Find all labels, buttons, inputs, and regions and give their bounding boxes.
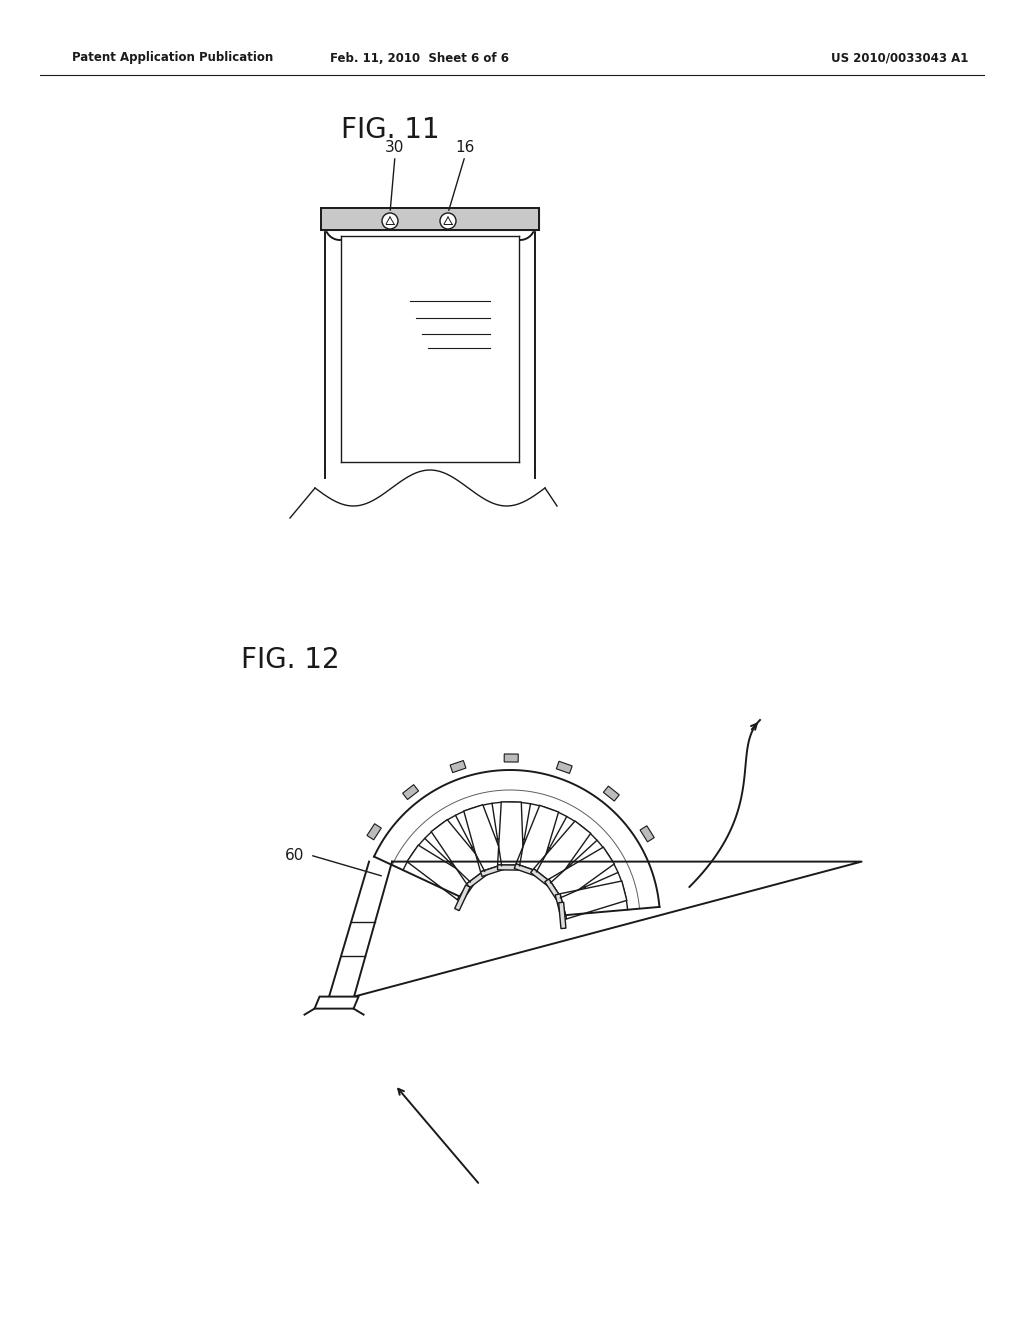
Polygon shape <box>545 879 563 904</box>
Polygon shape <box>407 845 472 900</box>
Polygon shape <box>516 805 558 873</box>
Text: 60: 60 <box>286 847 305 862</box>
Polygon shape <box>498 801 523 865</box>
Polygon shape <box>640 826 654 842</box>
Polygon shape <box>549 847 614 900</box>
Polygon shape <box>559 903 566 928</box>
Polygon shape <box>451 760 466 772</box>
Text: FIG. 11: FIG. 11 <box>341 116 439 144</box>
Polygon shape <box>530 869 554 888</box>
Text: 16: 16 <box>456 140 475 156</box>
Polygon shape <box>455 884 470 911</box>
Polygon shape <box>314 997 358 1008</box>
Polygon shape <box>431 820 487 884</box>
Polygon shape <box>464 805 505 871</box>
Polygon shape <box>555 894 566 920</box>
Polygon shape <box>534 821 591 884</box>
Polygon shape <box>514 863 541 878</box>
Polygon shape <box>498 865 523 870</box>
Polygon shape <box>467 869 490 888</box>
Polygon shape <box>367 824 381 840</box>
Polygon shape <box>480 863 507 876</box>
Polygon shape <box>458 878 476 903</box>
Polygon shape <box>402 784 419 800</box>
Polygon shape <box>556 762 572 774</box>
Polygon shape <box>560 880 627 919</box>
Text: Feb. 11, 2010  Sheet 6 of 6: Feb. 11, 2010 Sheet 6 of 6 <box>331 51 510 65</box>
Text: 30: 30 <box>385 140 404 156</box>
Text: FIG. 12: FIG. 12 <box>241 645 339 675</box>
Polygon shape <box>603 787 620 801</box>
Text: US 2010/0033043 A1: US 2010/0033043 A1 <box>831 51 969 65</box>
Circle shape <box>382 213 398 228</box>
Circle shape <box>440 213 456 228</box>
Polygon shape <box>504 754 518 762</box>
Text: Patent Application Publication: Patent Application Publication <box>72 51 273 65</box>
